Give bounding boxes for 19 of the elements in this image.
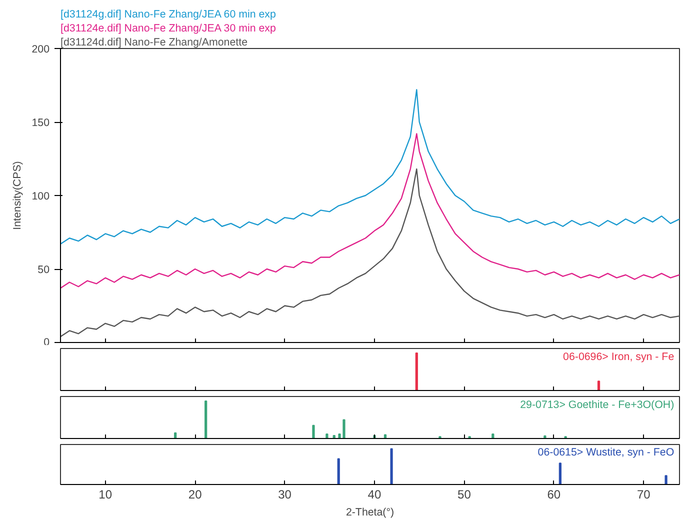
y-axis-title: Intensity(CPS) (12, 161, 24, 230)
text: [d31124e.dif] Nano-Fe Zhang/JEA 30 min exp (60, 22, 276, 34)
text: [d31124g.dif] Nano-Fe Zhang/JEA 60 min exp (60, 8, 276, 20)
text: 29-0713> Goethite - Fe+3O(OH) (520, 398, 674, 411)
y-tick-label: 200 (32, 44, 50, 56)
x-tick-label: 30 (278, 488, 292, 502)
x-tick-label: 50 (458, 488, 472, 502)
y-tick-label: 50 (38, 264, 50, 276)
x-tick-label: 60 (547, 488, 561, 502)
text: [d31124d.dif] Nano-Fe Zhang/Amonette (60, 36, 248, 48)
x-tick-label: 40 (368, 488, 382, 502)
x-axis-title: 2-Theta(°) (346, 506, 394, 518)
text: 06-0696> Iron, syn - Fe (563, 350, 674, 363)
y-tick-label: 150 (32, 117, 50, 129)
x-tick-label: 10 (98, 488, 112, 502)
x-tick-label: 20 (188, 488, 202, 502)
y-tick-label: 100 (32, 190, 50, 202)
x-tick-label: 70 (636, 488, 651, 502)
series-label: 06-0615> Wustite, syn - FeO (538, 446, 674, 459)
